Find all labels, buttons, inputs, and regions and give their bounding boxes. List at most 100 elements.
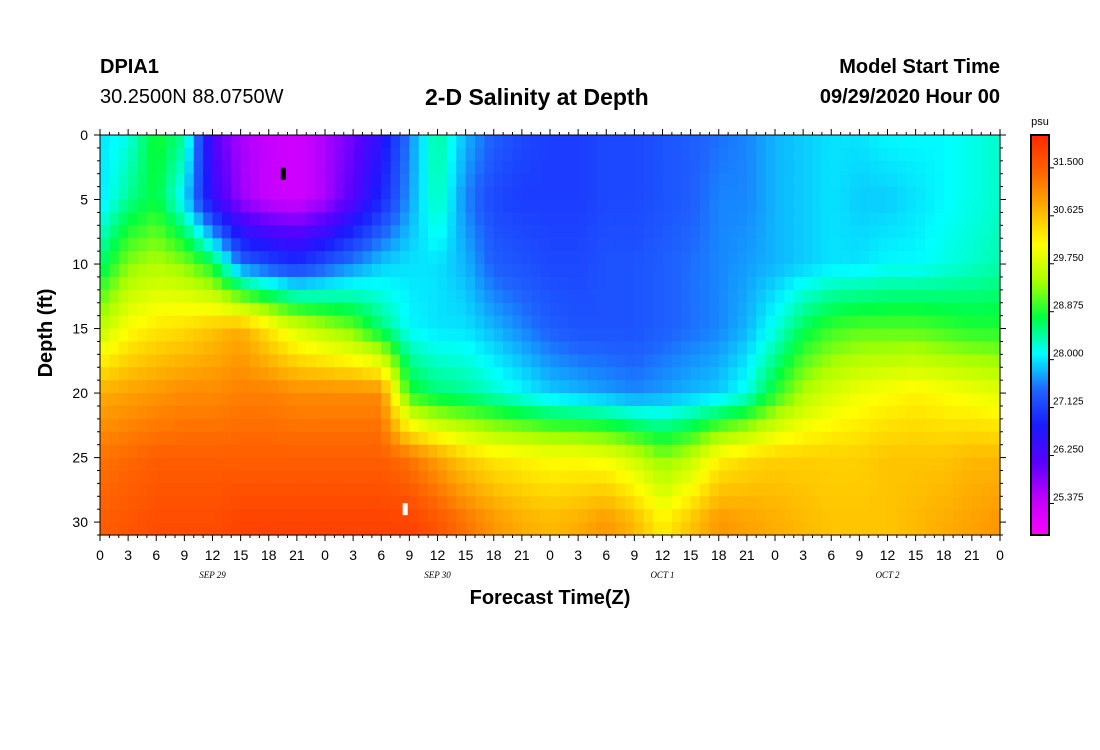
heatmap-cell bbox=[756, 289, 767, 304]
heatmap-cell bbox=[184, 380, 195, 394]
heatmap-cell bbox=[765, 431, 776, 446]
heatmap-cell bbox=[353, 405, 364, 420]
heatmap-cell bbox=[128, 276, 139, 291]
heatmap-cell bbox=[981, 238, 992, 252]
heatmap-cell bbox=[240, 496, 251, 510]
heatmap-cell bbox=[156, 147, 167, 162]
heatmap-cell bbox=[606, 444, 617, 459]
heatmap-cell bbox=[775, 483, 785, 497]
heatmap-cell bbox=[175, 173, 185, 188]
heatmap-cell bbox=[381, 405, 392, 420]
heatmap-cell bbox=[512, 444, 523, 459]
heatmap-cell bbox=[503, 276, 514, 291]
heatmap-cell bbox=[128, 315, 139, 330]
heatmap-cell bbox=[165, 457, 176, 472]
heatmap-cell bbox=[146, 225, 157, 239]
heatmap-cell bbox=[343, 496, 354, 510]
heatmap-cell bbox=[859, 483, 870, 497]
heatmap-cell bbox=[325, 470, 335, 484]
heatmap-cell bbox=[231, 199, 242, 214]
heatmap-cell bbox=[700, 354, 710, 368]
colorbar-step bbox=[1031, 279, 1049, 282]
heatmap-cell bbox=[493, 496, 504, 510]
heatmap-cell bbox=[503, 431, 514, 446]
heatmap-cell bbox=[596, 457, 607, 472]
heatmap-cell bbox=[231, 496, 242, 510]
colorbar-step bbox=[1031, 233, 1049, 236]
heatmap-cell bbox=[362, 289, 373, 304]
heatmap-cell bbox=[437, 302, 448, 317]
heatmap-cell bbox=[175, 225, 185, 239]
heatmap-cell bbox=[109, 483, 120, 497]
heatmap-cell bbox=[953, 251, 964, 265]
heatmap-cell bbox=[521, 405, 532, 420]
heatmap-cell bbox=[653, 354, 664, 368]
heatmap-cell bbox=[981, 380, 992, 394]
heatmap-cell bbox=[221, 367, 232, 381]
heatmap-cell bbox=[315, 173, 326, 188]
model-start-label: Model Start Time bbox=[839, 56, 1000, 78]
heatmap-cell bbox=[756, 276, 767, 291]
heatmap-cell bbox=[596, 483, 607, 497]
heatmap-cell bbox=[334, 431, 345, 446]
heatmap-cell bbox=[700, 367, 710, 381]
heatmap-cell bbox=[371, 405, 382, 420]
heatmap-cell bbox=[287, 135, 298, 149]
heatmap-cell bbox=[625, 380, 635, 394]
heatmap-cell bbox=[128, 302, 139, 317]
heatmap-cell bbox=[175, 264, 185, 278]
heatmap-cell bbox=[493, 380, 504, 394]
heatmap-cell bbox=[343, 354, 354, 368]
heatmap-cell bbox=[840, 367, 851, 381]
heatmap-cell bbox=[793, 431, 804, 446]
heatmap-cell bbox=[878, 496, 889, 510]
heatmap-cell bbox=[915, 251, 926, 265]
heatmap-cell bbox=[484, 380, 495, 394]
heatmap-cell bbox=[512, 380, 523, 394]
heatmap-cell bbox=[775, 522, 785, 536]
heatmap-cell bbox=[446, 328, 457, 343]
x-tick-label: 0 bbox=[321, 547, 329, 563]
heatmap-cell bbox=[812, 431, 823, 446]
heatmap-cell bbox=[315, 135, 326, 149]
heatmap-cell bbox=[784, 302, 795, 317]
heatmap-cell bbox=[756, 367, 767, 381]
heatmap-cell bbox=[850, 380, 860, 394]
heatmap-cell bbox=[953, 276, 964, 291]
heatmap-cell bbox=[906, 431, 917, 446]
heatmap-cell bbox=[315, 522, 326, 536]
heatmap-cell bbox=[915, 264, 926, 278]
heatmap-cell bbox=[137, 212, 148, 226]
heatmap-cell bbox=[475, 225, 485, 239]
heatmap-cell bbox=[278, 147, 289, 162]
heatmap-cell bbox=[606, 160, 617, 175]
heatmap-cell bbox=[634, 225, 645, 239]
heatmap-cell bbox=[334, 264, 345, 278]
heatmap-cell bbox=[925, 431, 935, 446]
heatmap-cell bbox=[193, 173, 204, 188]
colorbar-step bbox=[1031, 395, 1049, 398]
heatmap-cell bbox=[475, 264, 485, 278]
heatmap-cell bbox=[343, 173, 354, 188]
heatmap-cell bbox=[568, 418, 579, 433]
heatmap-cell bbox=[175, 238, 185, 252]
heatmap-cell bbox=[925, 302, 935, 317]
heatmap-cell bbox=[325, 302, 335, 317]
heatmap-cell bbox=[962, 457, 973, 472]
heatmap-cell bbox=[559, 496, 570, 510]
heatmap-cell bbox=[559, 444, 570, 459]
heatmap-cell bbox=[156, 160, 167, 175]
heatmap-cell bbox=[250, 470, 260, 484]
heatmap-cell bbox=[812, 225, 823, 239]
heatmap-cell bbox=[971, 199, 982, 214]
heatmap-cell bbox=[971, 496, 982, 510]
heatmap-cell bbox=[437, 173, 448, 188]
heatmap-cell bbox=[503, 302, 514, 317]
x-tick-label: 3 bbox=[574, 547, 582, 563]
heatmap-cell bbox=[512, 238, 523, 252]
heatmap-cell bbox=[287, 367, 298, 381]
heatmap-cell bbox=[400, 251, 410, 265]
heatmap-cell bbox=[409, 251, 420, 265]
x-tick-label: 18 bbox=[936, 547, 952, 563]
heatmap-cell bbox=[306, 509, 317, 523]
